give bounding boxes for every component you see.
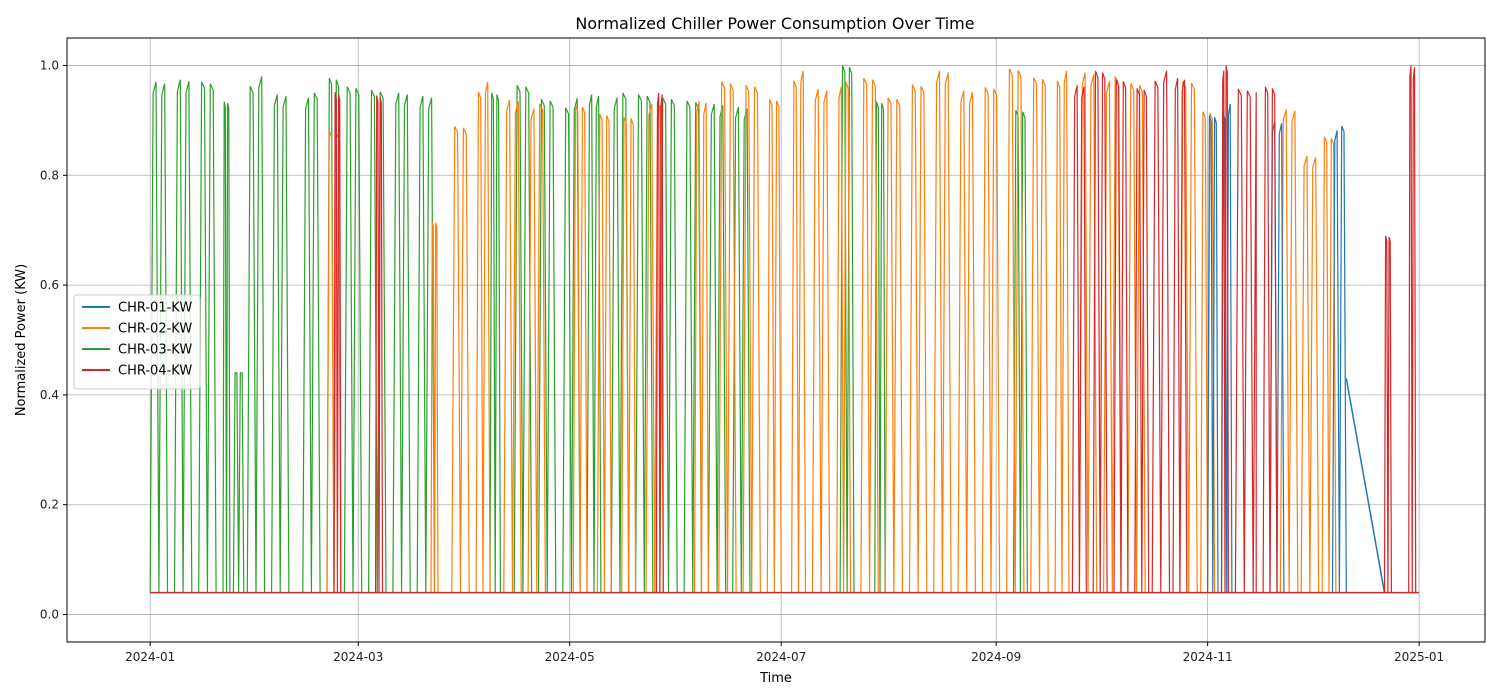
x-tick-label: 2024-05	[545, 650, 595, 664]
y-tick-label: 0.0	[40, 608, 59, 622]
y-tick-label: 0.2	[40, 498, 59, 512]
legend-box	[73, 294, 201, 390]
y-axis: 0.0 0.2 0.4 0.6 0.8 1.0	[40, 58, 67, 622]
legend-label: CHR-01-KW	[118, 301, 192, 316]
series-segment	[1234, 88, 1257, 593]
series-layer	[149, 65, 1420, 594]
x-tick-label: 2025-01	[1394, 650, 1444, 664]
x-tick-label: 2024-07	[756, 650, 806, 664]
legend-label: CHR-04-KW	[118, 364, 192, 379]
plot-frame	[66, 37, 1486, 643]
y-axis-label: Normalized Power (KW)	[14, 264, 29, 416]
y-tick-label: 1.0	[40, 58, 59, 72]
legend-label: CHR-03-KW	[118, 343, 192, 358]
legend-label: CHR-02-KW	[118, 322, 192, 337]
x-tick-label: 2024-09	[971, 650, 1021, 664]
x-tick-label: 2024-03	[333, 650, 383, 664]
series-tail-line	[1345, 378, 1386, 593]
y-tick-label: 0.4	[40, 388, 59, 402]
y-tick-label: 0.8	[40, 168, 59, 182]
y-tick-label: 0.6	[40, 278, 59, 292]
x-axis: 2024-01 2024-03 2024-05 2024-07 2024-09 2024-…	[125, 642, 1444, 664]
x-axis-label: Time	[759, 671, 792, 686]
chart-title: Normalized Chiller Power Consumption Ove…	[575, 14, 974, 33]
x-tick-label: 2024-01	[125, 650, 175, 664]
x-tick-label: 2024-11	[1183, 650, 1233, 664]
legend: CHR-01-KW CHR-02-KW CHR-03-KW CHR-04-KW	[73, 294, 201, 390]
